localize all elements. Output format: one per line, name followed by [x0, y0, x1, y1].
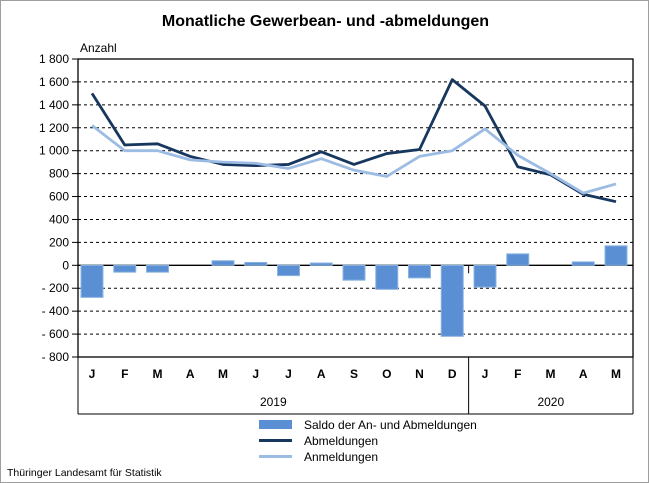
svg-text:F: F: [121, 367, 128, 381]
svg-text:800: 800: [49, 167, 69, 181]
svg-text:- 600: - 600: [42, 327, 70, 341]
svg-text:200: 200: [49, 235, 69, 249]
svg-text:- 400: - 400: [42, 304, 70, 318]
y-axis-label: Anzahl: [80, 41, 117, 55]
svg-text:M: M: [546, 367, 556, 381]
svg-text:0: 0: [62, 258, 69, 272]
svg-text:N: N: [415, 367, 424, 381]
svg-text:O: O: [382, 367, 391, 381]
chart-legend: Saldo der An- und Abmeldungen Abmeldunge…: [259, 417, 477, 464]
anmeldungen-line-swatch-icon: [259, 455, 292, 458]
svg-text:J: J: [482, 367, 489, 381]
svg-text:A: A: [579, 367, 588, 381]
svg-text:M: M: [218, 367, 228, 381]
legend-label-saldo: Saldo der An- und Abmeldungen: [304, 417, 477, 432]
svg-text:400: 400: [49, 212, 69, 226]
svg-text:A: A: [186, 367, 195, 381]
svg-text:J: J: [252, 367, 259, 381]
svg-text:F: F: [514, 367, 521, 381]
svg-text:2019: 2019: [260, 395, 287, 409]
svg-text:1 800: 1 800: [39, 52, 69, 66]
legend-label-anmeldungen: Anmeldungen: [304, 449, 379, 464]
svg-text:1 400: 1 400: [39, 98, 69, 112]
svg-text:A: A: [317, 367, 326, 381]
svg-text:M: M: [153, 367, 163, 381]
svg-text:1 000: 1 000: [39, 144, 69, 158]
source-attribution: Thüringer Landesamt für Statistik: [7, 467, 162, 479]
legend-item-anmeldungen: Anmeldungen: [259, 449, 477, 464]
svg-text:S: S: [350, 367, 358, 381]
svg-text:2020: 2020: [537, 395, 564, 409]
svg-text:J: J: [89, 367, 96, 381]
svg-text:J: J: [285, 367, 292, 381]
svg-text:1 600: 1 600: [39, 75, 69, 89]
svg-text:M: M: [611, 367, 621, 381]
svg-text:1 200: 1 200: [39, 121, 69, 135]
svg-text:- 800: - 800: [42, 350, 70, 364]
svg-text:- 200: - 200: [42, 281, 70, 295]
legend-item-abmeldungen: Abmeldungen: [259, 433, 477, 448]
saldo-bar-swatch-icon: [259, 420, 292, 429]
legend-item-saldo: Saldo der An- und Abmeldungen: [259, 417, 477, 432]
legend-label-abmeldungen: Abmeldungen: [304, 433, 379, 448]
svg-text:600: 600: [49, 190, 69, 204]
abmeldungen-line-swatch-icon: [259, 439, 292, 442]
chart-title: Monatliche Gewerbean- und -abmeldungen: [161, 13, 490, 30]
svg-text:D: D: [448, 367, 457, 381]
